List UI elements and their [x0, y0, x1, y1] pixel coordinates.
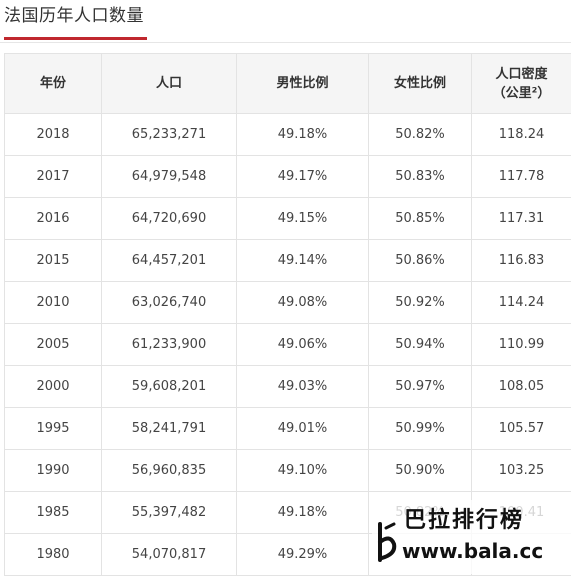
table-row: 2010 63,026,740 49.08% 50.92% 114.24 [5, 282, 571, 324]
cell-population: 64,457,201 [102, 240, 237, 282]
section-header: 法国历年人口数量 [0, 0, 571, 43]
column-header-population: 人口 [102, 54, 237, 114]
cell-female-ratio: 50.82% [369, 492, 472, 534]
table-row: 1990 56,960,835 49.10% 50.90% 103.25 [5, 450, 571, 492]
cell-female-ratio: 50.92% [369, 282, 472, 324]
cell-year: 2010 [5, 282, 102, 324]
table-row: 1995 58,241,791 49.01% 50.99% 105.57 [5, 408, 571, 450]
cell-year: 1980 [5, 534, 102, 576]
cell-female-ratio: 50.82% [369, 114, 472, 156]
table-row: 2017 64,979,548 49.17% 50.83% 117.78 [5, 156, 571, 198]
cell-male-ratio: 49.15% [237, 198, 369, 240]
cell-density: 118.24 [472, 114, 571, 156]
cell-density: 116.83 [472, 240, 571, 282]
cell-year: 2018 [5, 114, 102, 156]
cell-female-ratio: 50.97% [369, 366, 472, 408]
cell-population: 64,720,690 [102, 198, 237, 240]
cell-female-ratio: 50.94% [369, 324, 472, 366]
header-row: 年份 人口 男性比例 女性比例 人口密度 （公里²） [5, 54, 571, 114]
table-row: 2000 59,608,201 49.03% 50.97% 108.05 [5, 366, 571, 408]
cell-year: 2016 [5, 198, 102, 240]
cell-male-ratio: 49.03% [237, 366, 369, 408]
cell-population: 55,397,482 [102, 492, 237, 534]
column-header-male-ratio: 男性比例 [237, 54, 369, 114]
cell-population: 63,026,740 [102, 282, 237, 324]
density-header-line1: 人口密度 [495, 67, 547, 82]
cell-female-ratio: 50.86% [369, 240, 472, 282]
cell-female-ratio: 50.83% [369, 156, 472, 198]
cell-male-ratio: 49.17% [237, 156, 369, 198]
column-header-density: 人口密度 （公里²） [472, 54, 571, 114]
table-row: 2005 61,233,900 49.06% 50.94% 110.99 [5, 324, 571, 366]
cell-population: 58,241,791 [102, 408, 237, 450]
table-row: 2018 65,233,271 49.18% 50.82% 118.24 [5, 114, 571, 156]
cell-population: 59,608,201 [102, 366, 237, 408]
cell-male-ratio: 49.01% [237, 408, 369, 450]
cell-female-ratio: 50.90% [369, 450, 472, 492]
page-title: 法国历年人口数量 [4, 5, 144, 27]
cell-year: 1995 [5, 408, 102, 450]
cell-density: 100.41 [472, 492, 571, 534]
cell-density: 114.24 [472, 282, 571, 324]
cell-population: 56,960,835 [102, 450, 237, 492]
cell-density: 108.05 [472, 366, 571, 408]
cell-male-ratio: 49.14% [237, 240, 369, 282]
cell-year: 2005 [5, 324, 102, 366]
table-row: 2015 64,457,201 49.14% 50.86% 116.83 [5, 240, 571, 282]
cell-female-ratio: 50.99% [369, 408, 472, 450]
table-row: 1980 54,070,817 49.29% [5, 534, 571, 576]
column-header-female-ratio: 女性比例 [369, 54, 472, 114]
cell-male-ratio: 49.10% [237, 450, 369, 492]
cell-year: 2017 [5, 156, 102, 198]
cell-male-ratio: 49.18% [237, 114, 369, 156]
table-row: 2016 64,720,690 49.15% 50.85% 117.31 [5, 198, 571, 240]
table-body: 2018 65,233,271 49.18% 50.82% 118.24 201… [5, 114, 571, 576]
cell-male-ratio: 49.08% [237, 282, 369, 324]
cell-year: 1985 [5, 492, 102, 534]
cell-year: 2000 [5, 366, 102, 408]
cell-female-ratio [369, 534, 472, 576]
cell-female-ratio: 50.85% [369, 198, 472, 240]
column-header-year: 年份 [5, 54, 102, 114]
cell-population: 65,233,271 [102, 114, 237, 156]
cell-year: 2015 [5, 240, 102, 282]
cell-male-ratio: 49.06% [237, 324, 369, 366]
cell-density: 105.57 [472, 408, 571, 450]
cell-density: 117.31 [472, 198, 571, 240]
cell-density: 110.99 [472, 324, 571, 366]
density-header-line2: （公里²） [493, 86, 551, 101]
cell-density: 103.25 [472, 450, 571, 492]
cell-male-ratio: 49.18% [237, 492, 369, 534]
cell-male-ratio: 49.29% [237, 534, 369, 576]
table-row: 1985 55,397,482 49.18% 50.82% 100.41 [5, 492, 571, 534]
population-table: 年份 人口 男性比例 女性比例 人口密度 （公里²） 2018 65,233,2… [4, 53, 571, 576]
cell-year: 1990 [5, 450, 102, 492]
cell-population: 64,979,548 [102, 156, 237, 198]
cell-density [472, 534, 571, 576]
title-underline [4, 37, 147, 40]
table-header: 年份 人口 男性比例 女性比例 人口密度 （公里²） [5, 54, 571, 114]
cell-population: 61,233,900 [102, 324, 237, 366]
cell-population: 54,070,817 [102, 534, 237, 576]
cell-density: 117.78 [472, 156, 571, 198]
